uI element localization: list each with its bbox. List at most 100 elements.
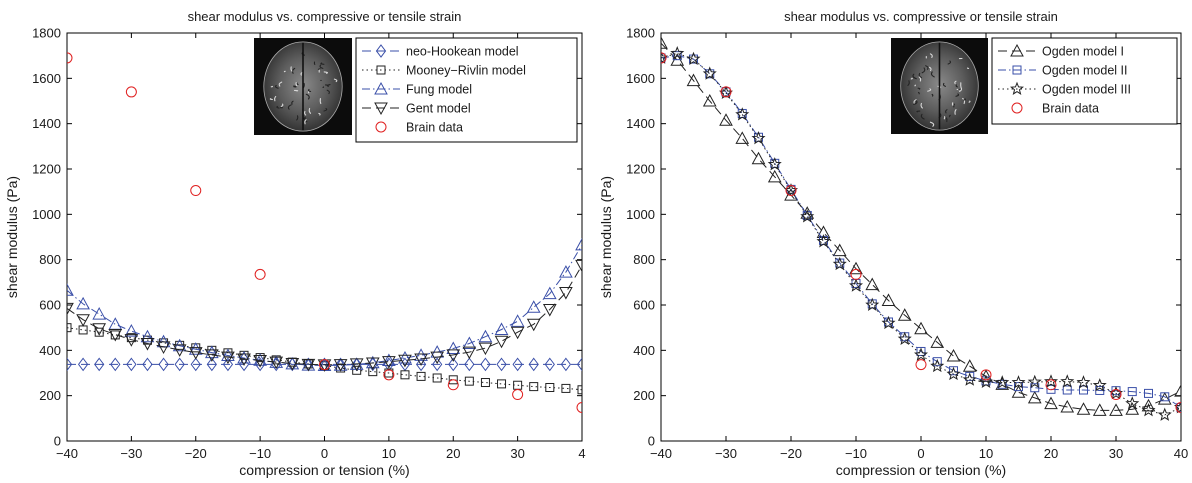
y-tick-label: 1400 <box>32 116 61 131</box>
data-point-neo-hookean-model <box>576 357 582 372</box>
data-point-gent-model <box>446 349 461 362</box>
legend-marker-brain-data <box>1011 102 1023 114</box>
data-point-ogden-model-ii <box>949 366 958 376</box>
data-point-ogden-model-ii <box>916 346 926 356</box>
data-point-mooney-rivlin-model <box>352 365 362 375</box>
data-point-gent-model <box>494 335 509 349</box>
brain-photo-gyrus <box>296 115 299 121</box>
brain-photo-gyrus <box>959 86 963 92</box>
y-tick-label: 200 <box>39 388 61 403</box>
data-point-gent-model <box>430 351 444 365</box>
data-point-neo-hookean-model <box>142 357 153 372</box>
data-point-neo-hookean-model <box>190 357 201 372</box>
data-point-brain-data <box>125 86 137 98</box>
brain-photo-gyrus <box>920 113 925 120</box>
data-point-fung-model <box>575 237 582 251</box>
legend-marker-ogden-model-iii <box>1009 81 1025 95</box>
chart-title: shear modulus vs. compressive or tensile… <box>784 9 1058 24</box>
data-point-gent-model <box>285 357 300 371</box>
y-tick-label: 1800 <box>32 26 61 41</box>
data-point-ogden-model-ii <box>672 51 682 61</box>
data-point-brain-data <box>661 52 667 64</box>
brain-photo-gyrus <box>308 107 312 114</box>
brain-photo-gyrus <box>951 102 954 107</box>
data-point-brain-data <box>850 268 862 280</box>
data-point-neo-hookean-model <box>174 357 185 372</box>
brain-photo-gyrus <box>963 98 966 101</box>
data-point-fung-model <box>205 345 219 359</box>
x-tick-label: 30 <box>510 446 524 461</box>
brain-photo-gyrus <box>954 109 957 115</box>
brain-photo-gyrus <box>928 66 932 72</box>
brain-photo-gyrus <box>323 108 328 112</box>
brain-photo-gyrus <box>295 82 298 87</box>
brain-photo-gyrus <box>917 87 921 90</box>
legend-marker-ogden-model-ii <box>1012 65 1022 75</box>
brain-photo-gyrus <box>953 103 956 108</box>
y-tick-label: 1000 <box>626 207 655 222</box>
data-point-mooney-rivlin-model <box>110 330 120 340</box>
data-point-ogden-model-ii <box>965 371 975 381</box>
data-point-fung-model <box>478 329 493 343</box>
data-point-ogden-model-i <box>962 359 977 372</box>
x-tick-label: 4 <box>578 446 585 461</box>
data-point-gent-model <box>301 358 316 372</box>
x-tick-label: 20 <box>1044 446 1058 461</box>
data-point-brain-data <box>785 185 797 197</box>
data-point-fung-model <box>494 322 509 335</box>
data-point-gent-model <box>462 346 477 360</box>
data-point-ogden-model-i <box>1125 402 1140 415</box>
data-point-gent-model <box>478 342 493 356</box>
data-point-brain-data <box>447 379 459 391</box>
series-layer <box>67 52 582 413</box>
data-point-ogden-model-i <box>1060 399 1075 413</box>
series-line-ogden-model-iii <box>661 52 1181 416</box>
brain-photo-gyrus <box>916 110 921 113</box>
x-axis-label: compression or tension (%) <box>836 462 1006 478</box>
legend-label-ogden-model-iii: Ogden model III <box>1042 83 1131 97</box>
data-point-ogden-model-i <box>735 131 750 144</box>
data-point-ogden-model-iii <box>978 374 994 389</box>
chart-title: shear modulus vs. compressive or tensile… <box>188 9 462 24</box>
y-tick-label: 0 <box>54 434 61 449</box>
data-point-fung-model <box>188 342 203 355</box>
data-point-ogden-model-i <box>767 169 782 183</box>
data-point-ogden-model-i <box>661 36 668 49</box>
y-tick-label: 1400 <box>626 116 655 131</box>
data-point-fung-model <box>446 341 461 355</box>
brain-photo-gyrus <box>968 100 971 103</box>
data-point-brain-data <box>576 401 582 413</box>
data-point-fung-model <box>542 286 557 300</box>
brain-photo-gyrus <box>319 64 324 69</box>
data-point-mooney-rivlin-model <box>142 335 152 345</box>
brain-photo-gyrus <box>907 80 910 86</box>
data-point-ogden-model-iii <box>1027 374 1042 389</box>
data-point-ogden-model-iii <box>881 315 896 330</box>
data-point-brain-data <box>190 185 202 197</box>
brain-photo-gyrus <box>296 82 299 86</box>
brain-photo-gyrus <box>304 110 307 116</box>
data-point-ogden-model-ii <box>1127 387 1137 397</box>
data-point-ogden-model-i <box>865 277 880 291</box>
data-point-ogden-model-i <box>1109 403 1123 416</box>
data-point-gent-model <box>575 259 582 273</box>
data-point-fung-model <box>237 350 251 364</box>
y-tick-label: 0 <box>648 434 655 449</box>
x-tick-label: −40 <box>650 446 672 461</box>
brain-photo-gyrus <box>945 109 948 114</box>
legend: Ogden model I Ogden model II Ogden model I… <box>991 37 1178 125</box>
x-tick-label: 30 <box>1109 446 1123 461</box>
data-point-ogden-model-ii <box>1079 385 1088 395</box>
brain-photo-gyrus <box>333 78 338 83</box>
brain-photo-gyrus <box>921 67 926 74</box>
data-point-fung-model <box>414 348 428 361</box>
data-point-mooney-rivlin-model <box>432 373 442 383</box>
data-point-ogden-model-iii <box>930 358 945 373</box>
data-point-neo-hookean-model <box>94 357 105 372</box>
y-tick-label: 600 <box>633 298 655 313</box>
brain-photo <box>891 38 988 134</box>
data-point-ogden-model-iii <box>767 157 782 171</box>
brain-photo-gyrus <box>305 93 310 100</box>
brain-photo-gyrus <box>955 84 958 88</box>
